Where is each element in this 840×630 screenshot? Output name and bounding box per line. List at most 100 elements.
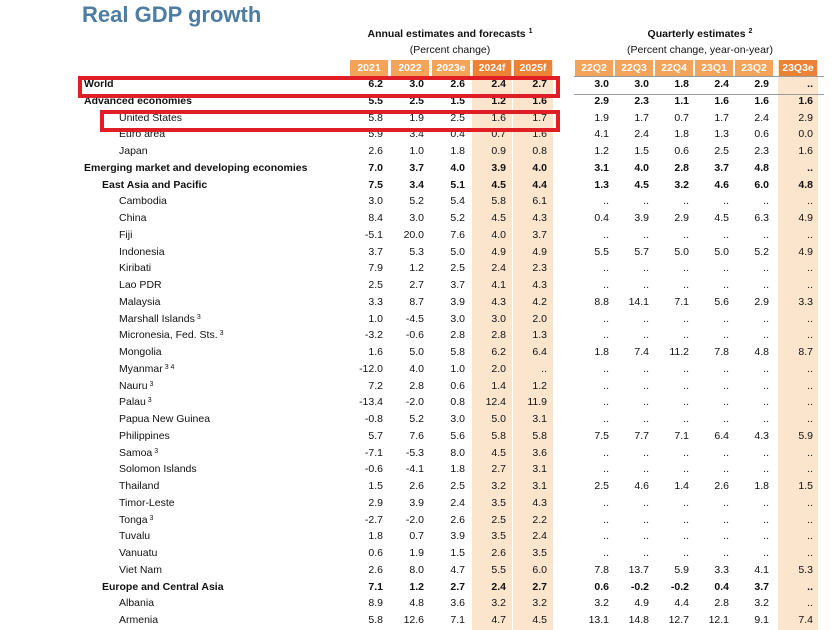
annual-value-cell: 4.5 [491,212,506,224]
row-label: Indonesia [119,246,165,258]
quarterly-value-cell: .. [723,463,729,476]
shade-col-2024f [472,60,512,630]
quarterly-column-header: 23Q3e [779,60,817,76]
quarterly-value-cell: .. [763,396,769,409]
quarterly-value-cell: .. [683,262,689,275]
header-rule-quarterly [574,76,824,77]
quarterly-value-cell: 13.7 [628,563,649,576]
quarterly-value-cell: 1.2 [594,145,609,157]
row-label: Cambodia [119,195,167,207]
quarterly-value-cell: .. [603,195,609,208]
annual-value-cell: 6.2 [368,78,383,90]
row-label: Fiji [119,229,132,241]
row-label-text: Palau [119,396,146,409]
annual-column-header: 2022 [391,60,429,76]
annual-value-cell: -2.7 [364,513,383,526]
row-label-text: Marshall Islands [119,312,195,325]
quarterly-value-cell: .. [603,329,609,342]
row-label-text: Mongolia [119,346,162,358]
annual-value-cell: 1.9 [409,547,424,559]
quarterly-value-cell: .. [683,228,689,241]
annual-value-cell: -2.0 [405,513,424,526]
shade-col-2025f [513,60,553,630]
quarterly-value-cell: .. [807,279,813,291]
quarterly-value-cell: .. [807,413,813,425]
quarterly-value-cell: .. [807,463,813,476]
quarterly-value-cell: .. [603,312,609,325]
quarterly-value-cell: .. [643,195,649,208]
annual-value-cell: 6.2 [491,346,506,358]
annual-value-cell: 0.9 [491,145,506,157]
quarterly-value-cell: 2.9 [754,295,769,308]
annual-value-cell: 2.0 [532,312,547,325]
annual-value-cell: -4.1 [405,463,424,476]
annual-value-cell: 3.5 [491,496,506,509]
row-label-text: Thailand [119,480,160,492]
annual-value-cell: 2.4 [491,580,506,593]
table-row: Lao PDR 2.5 2.7 3.7 4.1 4.3............ [0,278,840,295]
table-row: World 6.2 3.0 2.6 2.4 2.7 3.0 3.0 1.8 2.4 2.9.. [0,77,840,94]
quarterly-value-cell: 5.0 [674,245,689,258]
quarterly-value-cell: .. [643,413,649,425]
annual-value-cell: -0.8 [364,413,383,425]
world-rule-quarterly [574,94,824,95]
quarterly-value-cell: .. [807,597,813,610]
quarterly-value-cell: 13.1 [588,614,609,626]
annual-column-header: 2025f [514,60,552,76]
annual-value-cell: 3.3 [368,295,383,308]
annual-value-cell: 3.0 [409,78,424,90]
table-row: Tuvalu 1.8 0.7 3.9 3.5 2.4............ [0,529,840,546]
annual-value-cell: 2.5 [450,111,465,124]
quarterly-value-cell: .. [643,228,649,241]
annual-value-cell: 3.1 [532,463,547,476]
annual-value-cell: 2.4 [491,262,506,275]
quarterly-value-cell: .. [723,379,729,392]
annual-value-cell: 1.0 [409,145,424,157]
row-label: Philippines [119,430,170,442]
annual-value-cell: 3.4 [409,178,424,191]
annual-value-cell: 4.9 [491,245,506,258]
quarterly-value-cell: .. [683,513,689,526]
row-label-text: Indonesia [119,245,165,258]
quarterly-value-cell: 2.9 [594,94,609,107]
annual-value-cell: 4.4 [532,178,547,191]
annual-value-cell: 1.8 [450,145,465,157]
row-label: Solomon Islands [119,463,197,475]
annual-value-cell: 4.5 [532,614,547,626]
annual-value-cell: 3.7 [532,228,547,241]
quarterly-value-cell: 3.3 [798,295,813,308]
annual-value-cell: 2.8 [409,379,424,392]
quarterly-value-cell: .. [807,496,813,509]
annual-value-cell: 3.9 [450,530,465,543]
quarterly-value-cell: .. [763,329,769,342]
annual-value-cell: 4.3 [532,496,547,509]
quarterly-value-cell: .. [683,396,689,409]
row-label-text: Vanuatu [119,547,158,559]
quarterly-header-title: Quarterly estimates 2 [580,28,820,40]
quarterly-value-cell: .. [683,312,689,325]
table-row: Indonesia 3.7 5.3 5.0 4.9 4.9 5.5 5.7 5.0 5.0 5.2 4… [0,245,840,262]
annual-value-cell: 7.6 [409,429,424,442]
annual-value-cell: -7.1 [364,446,383,459]
quarterly-value-cell: .. [807,312,813,325]
row-label: Marshall Islands 3 [119,313,201,325]
quarterly-value-cell: .. [643,279,649,291]
quarterly-value-cell: 4.5 [634,178,649,191]
annual-value-cell: 2.4 [532,530,547,543]
annual-header-title-text: Annual estimates and forecasts [367,28,526,40]
quarterly-value-cell: 1.8 [594,346,609,358]
quarterly-value-cell: .. [603,396,609,409]
row-label: Japan [119,145,148,157]
footnote-marker: 3 [152,447,159,455]
annual-value-cell: 1.8 [368,530,383,543]
row-label-text: Fiji [119,228,133,241]
quarterly-value-cell: 3.2 [754,597,769,610]
quarterly-value-cell: .. [723,496,729,509]
quarterly-value-cell: .. [763,446,769,459]
annual-value-cell: 8.9 [368,597,383,610]
annual-value-cell: 7.0 [368,161,383,174]
annual-value-cell: -3.2 [364,329,383,342]
quarterly-value-cell: 2.3 [754,145,769,157]
annual-value-cell: -2.0 [405,396,424,409]
table-row: Solomon Islands -0.6 -4.1 1.8 2.7 3.1........… [0,462,840,479]
